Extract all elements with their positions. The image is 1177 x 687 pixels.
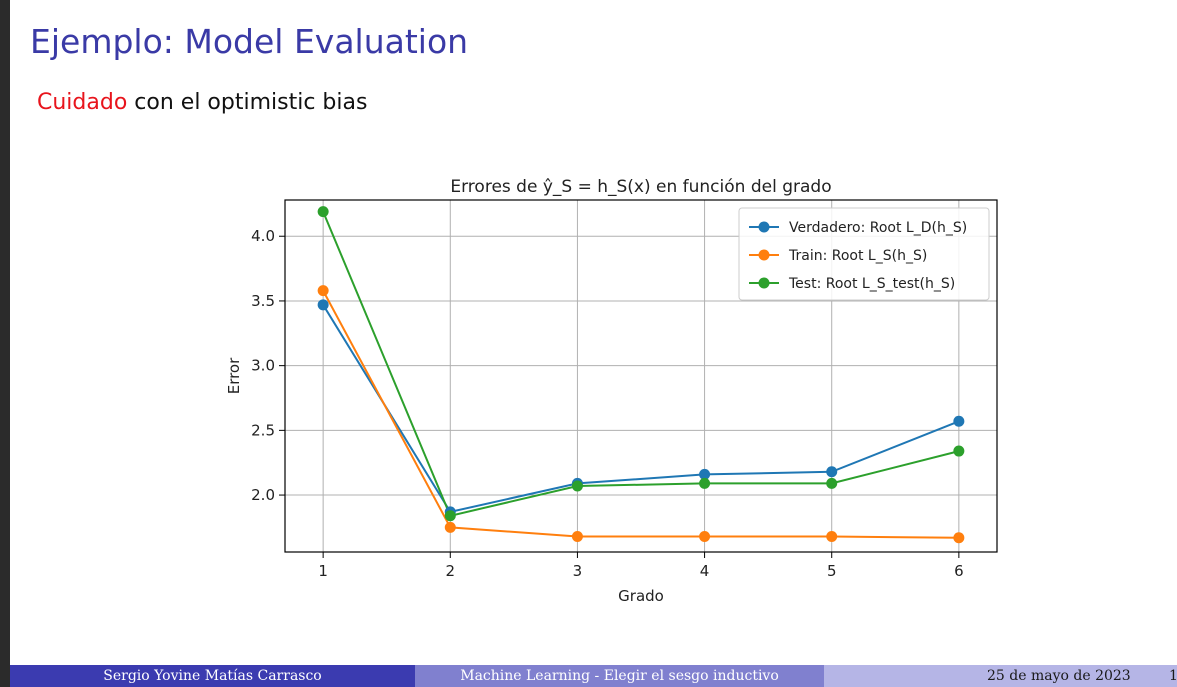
series-1-point-0 <box>317 285 329 297</box>
y-tick-label-1: 2.5 <box>251 421 275 439</box>
series-2-point-1 <box>444 510 456 522</box>
footer-page-number: 1 <box>1169 668 1177 684</box>
series-0-point-5 <box>953 415 965 427</box>
footer-course: Machine Learning - Elegir el sesgo induc… <box>415 665 824 687</box>
footer-right: 25 de mayo de 2023 1 <box>824 665 1177 687</box>
series-line-1 <box>322 290 959 539</box>
y-tick-label-4: 4.0 <box>251 227 275 245</box>
series-1-point-2 <box>571 530 583 542</box>
legend-label-0: Verdadero: Root L_D(h_S) <box>789 220 967 236</box>
footer-author: Sergio Yovine Matías Carrasco <box>10 665 415 687</box>
x-tick-label-3: 4 <box>700 562 710 580</box>
series-0-point-0 <box>317 299 329 311</box>
x-tick-label-5: 6 <box>954 562 964 580</box>
x-tick-label-0: 1 <box>318 562 328 580</box>
series-2-point-3 <box>699 477 711 489</box>
series-line-2 <box>322 211 960 517</box>
series-2-point-4 <box>826 477 838 489</box>
legend-label-2: Test: Root L_S_test(h_S) <box>788 276 955 292</box>
series-0-point-4 <box>826 466 838 478</box>
series-1-point-3 <box>699 530 711 542</box>
x-axis-label: Grado <box>618 587 664 605</box>
x-tick-label-2: 3 <box>573 562 583 580</box>
slide: Ejemplo: Model Evaluation Cuidado con el… <box>10 0 1177 687</box>
series-1-point-5 <box>953 532 965 544</box>
footer-date: 25 de mayo de 2023 <box>987 668 1131 684</box>
legend-box <box>738 207 990 301</box>
series-1-point-1 <box>444 521 456 533</box>
y-tick-label-0: 2.0 <box>251 486 275 504</box>
y-axis-label: Error <box>225 357 243 394</box>
error-chart: 1 2 3 4 5 6 2.0 2.5 3.0 3.5 4.0 Grado Error Errores d… <box>225 177 998 605</box>
series-2-point-2 <box>571 480 583 492</box>
series-2-point-0 <box>317 206 329 218</box>
legend-marker-1 <box>758 249 770 261</box>
x-tick-label-4: 5 <box>827 562 837 580</box>
plot-frame <box>284 199 998 553</box>
slide-title: Ejemplo: Model Evaluation <box>30 22 469 61</box>
chart-title: Errores de ŷ_S = h_S(x) en función del g… <box>450 177 831 197</box>
subtitle-text: con el optimistic bias <box>127 90 368 115</box>
slide-subtitle: Cuidado con el optimistic bias <box>37 90 367 115</box>
y-tick-label-3: 3.5 <box>251 292 275 310</box>
series-2-point-5 <box>953 445 965 457</box>
footer: Sergio Yovine Matías Carrasco Machine Le… <box>10 665 1177 687</box>
legend-marker-2 <box>758 277 770 289</box>
legend-label-1: Train: Root L_S(h_S) <box>788 248 927 264</box>
series-0-point-3 <box>699 468 711 480</box>
legend-marker-0 <box>758 221 770 233</box>
subtitle-highlight: Cuidado <box>37 90 128 115</box>
x-tick-label-1: 2 <box>446 562 456 580</box>
series-1-point-4 <box>826 530 838 542</box>
series-line-0 <box>322 304 960 514</box>
y-tick-label-2: 3.0 <box>251 357 275 375</box>
